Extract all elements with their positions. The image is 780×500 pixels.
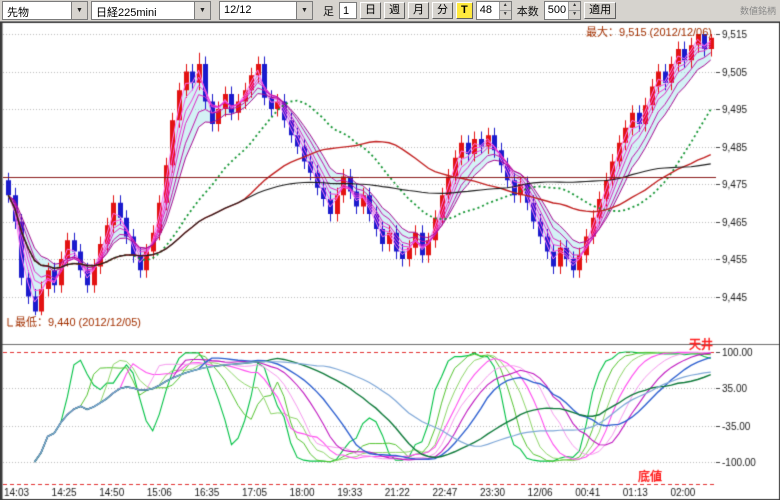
apply-button[interactable]: 適用 [584, 2, 617, 19]
minute-interval-value: 1 [343, 4, 350, 17]
period-tick-button[interactable]: T [456, 2, 473, 19]
spinner-arrows[interactable]: ▲ ▼ [568, 2, 581, 19]
bar-type-label: 足 [323, 5, 334, 18]
period-day-button[interactable]: 日 [360, 2, 381, 19]
instrument-type-value: 先物 [7, 7, 29, 19]
spin-down-icon[interactable]: ▼ [499, 11, 511, 19]
candlestick-chart-canvas[interactable] [0, 22, 780, 500]
spin-up-icon[interactable]: ▲ [569, 2, 581, 11]
toolbar: 先物 ▼ 日経225mini ▼ 12/12 ▼ 足 1 日 週 月 分 T 4… [0, 0, 780, 22]
period-minute-button[interactable]: 分 [432, 2, 453, 19]
minute-interval-input[interactable]: 1 [339, 2, 357, 19]
period-month-button[interactable]: 月 [408, 2, 429, 19]
contract-date-select[interactable]: 12/12 ▼ [219, 1, 313, 20]
corner-label: 数値銘柄 [739, 6, 776, 16]
bar-count-value: 500 [547, 4, 567, 16]
symbol-select[interactable]: 日経225mini ▼ [91, 1, 211, 20]
chevron-down-icon[interactable]: ▼ [194, 2, 210, 19]
symbol-value: 日経225mini [96, 7, 157, 19]
period-week-button[interactable]: 週 [384, 2, 405, 19]
chevron-down-icon[interactable]: ▼ [296, 2, 312, 19]
contract-date-value: 12/12 [224, 4, 252, 16]
instrument-type-select[interactable]: 先物 ▼ [2, 1, 88, 20]
bar-count-input[interactable]: 500 ▲ ▼ [543, 1, 582, 20]
spin-down-icon[interactable]: ▼ [569, 11, 581, 19]
tick-size-input[interactable]: 48 ▲ ▼ [475, 1, 512, 20]
bar-count-label: 本数 [516, 5, 539, 18]
chevron-down-icon[interactable]: ▼ [71, 2, 87, 19]
spin-up-icon[interactable]: ▲ [499, 2, 511, 11]
tick-size-value: 48 [479, 4, 492, 16]
spinner-arrows[interactable]: ▲ ▼ [498, 2, 511, 19]
